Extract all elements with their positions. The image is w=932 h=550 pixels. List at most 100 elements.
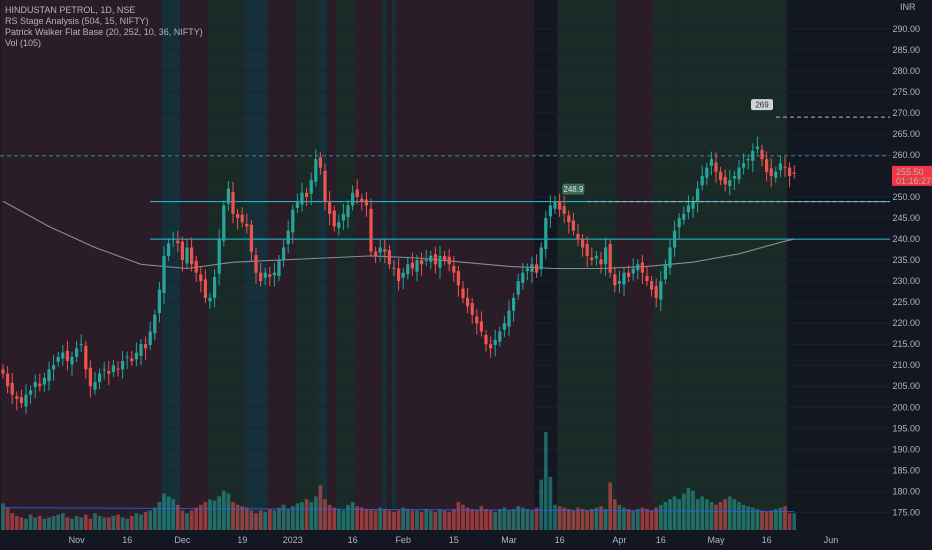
candle-body — [212, 276, 217, 298]
volume-bar — [24, 518, 28, 530]
time-tick-label: 2023 — [283, 535, 303, 545]
indicator-rs-stage[interactable]: RS Stage Analysis (504, 15, NIFTY) — [5, 16, 149, 26]
volume-bar — [327, 504, 332, 530]
candle-body — [401, 272, 405, 278]
volume-bar — [97, 516, 102, 530]
volume-bar — [543, 432, 548, 530]
candle-body — [622, 272, 626, 285]
candle-body — [42, 377, 47, 385]
candle-body — [300, 192, 304, 205]
grid-lines — [0, 28, 890, 513]
price-tick-label: 190.00 — [892, 444, 920, 454]
candle-body — [19, 397, 24, 404]
volume-bar — [217, 496, 222, 530]
candle-body — [617, 281, 622, 284]
volume-bar — [355, 506, 360, 530]
volume-bar — [290, 506, 295, 530]
volume-bar — [681, 493, 686, 530]
candle-body — [153, 314, 157, 334]
candle-body — [580, 239, 585, 248]
volume-bar — [433, 511, 438, 530]
candle-body — [139, 344, 143, 356]
candle-body — [452, 265, 456, 273]
volume-bar — [474, 510, 479, 530]
time-tick-label: May — [707, 535, 725, 545]
stage-band-decline — [405, 0, 535, 530]
volume-bar — [654, 507, 659, 530]
candle-body — [659, 281, 663, 300]
candle-body — [396, 268, 401, 282]
price-tick-label: 205.00 — [892, 381, 920, 391]
volume-bar — [116, 514, 120, 530]
candle-body — [672, 230, 677, 248]
time-axis[interactable]: Nov 16 Dec 19 2023 16 Feb 15 Mar 16 Apr 16 May 16 Jun — [0, 530, 932, 550]
volume-bar — [401, 507, 406, 530]
candle-body — [714, 162, 718, 172]
stage-band-advance — [336, 0, 355, 530]
volume-bar — [723, 499, 728, 530]
volume-bar — [553, 504, 557, 530]
volume-bar — [382, 509, 387, 530]
volume-bar — [5, 507, 10, 530]
volume-bar — [120, 517, 125, 530]
volume-bar — [534, 507, 539, 530]
volume-bar — [148, 510, 153, 530]
volume-bar — [258, 510, 263, 530]
volume-bar — [516, 506, 521, 530]
stage-band-decline — [267, 0, 296, 530]
volume-bar — [428, 510, 433, 530]
price-markers: 248.9 269 — [562, 99, 890, 203]
volume-bar — [129, 516, 134, 530]
candle-body — [585, 244, 589, 256]
volume-bar — [249, 510, 254, 530]
candle-body — [682, 213, 686, 220]
volume-bar — [727, 496, 732, 530]
candle-body — [199, 274, 203, 282]
candle-body — [38, 383, 42, 387]
time-tick-label: Dec — [174, 535, 191, 545]
candle-body — [61, 352, 65, 359]
candle-body — [553, 201, 557, 209]
price-tick-label: 290.00 — [892, 24, 920, 34]
volume-bar — [240, 506, 245, 530]
candle-body — [764, 159, 769, 172]
candle-body — [539, 247, 543, 270]
volume-bars — [1, 432, 797, 530]
candle-body — [636, 264, 640, 271]
candle-body — [695, 188, 700, 202]
candle-body — [567, 215, 571, 223]
symbol-title[interactable]: HINDUSTAN PETROL, 1D, NSE — [5, 5, 136, 15]
volume-bar — [645, 509, 649, 530]
candle-body — [231, 191, 235, 214]
price-tick-label: 200.00 — [892, 402, 920, 412]
candle-body — [521, 272, 525, 283]
volume-bar — [787, 513, 792, 530]
volume-bar — [479, 506, 484, 530]
price-axis[interactable]: INR 290.00 285.00 280.00 275.00 270.00 265.00 2… — [892, 2, 932, 517]
volume-bar — [405, 509, 410, 530]
volume-bar — [746, 506, 751, 530]
candle-body — [792, 172, 796, 174]
indicator-volume[interactable]: Vol (105) — [5, 38, 42, 48]
volume-bar — [783, 506, 787, 530]
volume-bar — [456, 502, 461, 530]
candle-body — [668, 247, 672, 268]
candle-body — [433, 254, 438, 265]
volume-bar — [51, 516, 56, 530]
currency-label: INR — [900, 2, 916, 12]
candle-body — [438, 255, 442, 268]
volume-bar — [677, 499, 682, 530]
volume-bar — [635, 509, 640, 530]
volume-bar — [14, 516, 19, 530]
volume-bar — [350, 502, 355, 530]
volume-bar — [732, 499, 737, 530]
candle-body — [226, 188, 231, 204]
candle-body — [498, 331, 502, 342]
price-tick-label: 270.00 — [892, 108, 920, 118]
volume-bar — [392, 511, 396, 530]
candle-body — [700, 175, 704, 186]
indicator-flat-base[interactable]: Patrick Walker Flat Base (20, 252, 10, 3… — [5, 27, 203, 37]
candle-body — [603, 247, 608, 265]
volume-bar — [28, 514, 33, 530]
